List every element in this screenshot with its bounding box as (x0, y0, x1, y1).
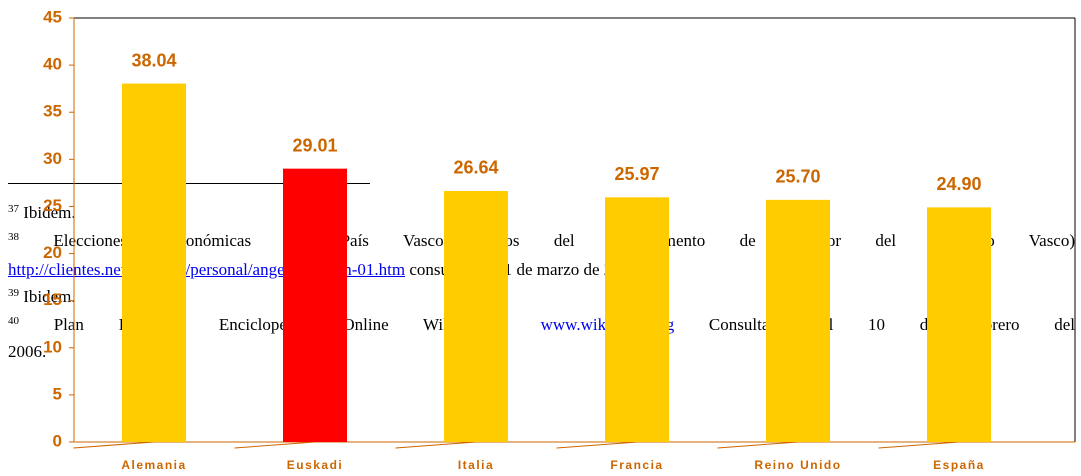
footnote-text: Ibidem. (23, 203, 76, 222)
x-tick-label: Euskadi (287, 458, 344, 472)
x-tick (395, 441, 477, 449)
data-label: 25.70 (775, 167, 820, 187)
x-tick (556, 441, 638, 449)
y-tick-label: 15 (43, 290, 62, 309)
x-tick (234, 441, 316, 449)
data-label: 29.01 (292, 135, 337, 155)
footnote-text: Ibidem. (23, 287, 76, 306)
bar (283, 168, 347, 443)
x-tick-label: Italia (458, 458, 494, 472)
y-tick-label: 20 (43, 243, 62, 262)
x-tick (717, 441, 799, 449)
footnote-number: 40 (8, 315, 19, 327)
data-label: 25.97 (614, 164, 659, 184)
data-label: 24.90 (936, 174, 981, 194)
footnote-number: 37 (8, 203, 19, 215)
x-tick-label: Reino Unido (754, 458, 841, 472)
footnote-text: 2006. (8, 342, 47, 361)
y-tick-label: 30 (43, 149, 62, 168)
bar (605, 197, 669, 442)
x-tick-label: Alemania (121, 458, 186, 472)
y-tick-label: 0 (53, 431, 62, 450)
footnote-line: 37 Ibidem. (8, 203, 1075, 223)
y-tick-label: 10 (43, 337, 62, 356)
bar (766, 199, 830, 442)
bar (444, 190, 508, 442)
bar (122, 83, 186, 442)
data-label: 26.64 (453, 158, 498, 178)
x-tick (73, 441, 155, 449)
footnote-rule (8, 183, 370, 184)
y-tick-label: 25 (43, 196, 62, 215)
data-label: 38.04 (131, 50, 176, 70)
y-tick-label: 40 (43, 55, 62, 74)
x-tick (878, 441, 960, 449)
bar (927, 207, 991, 442)
y-tick-label: 45 (43, 7, 62, 26)
footnote-line: 39 Ibidem. (8, 287, 1075, 307)
y-tick-label: 35 (43, 102, 62, 121)
footnote-number: 38 (8, 231, 19, 243)
footnote-line: 2006. (8, 342, 1075, 362)
footnote-number: 39 (8, 287, 19, 299)
y-tick-label: 5 (53, 384, 62, 403)
x-tick-label: España (933, 458, 985, 472)
x-tick-label: Francia (610, 458, 663, 472)
